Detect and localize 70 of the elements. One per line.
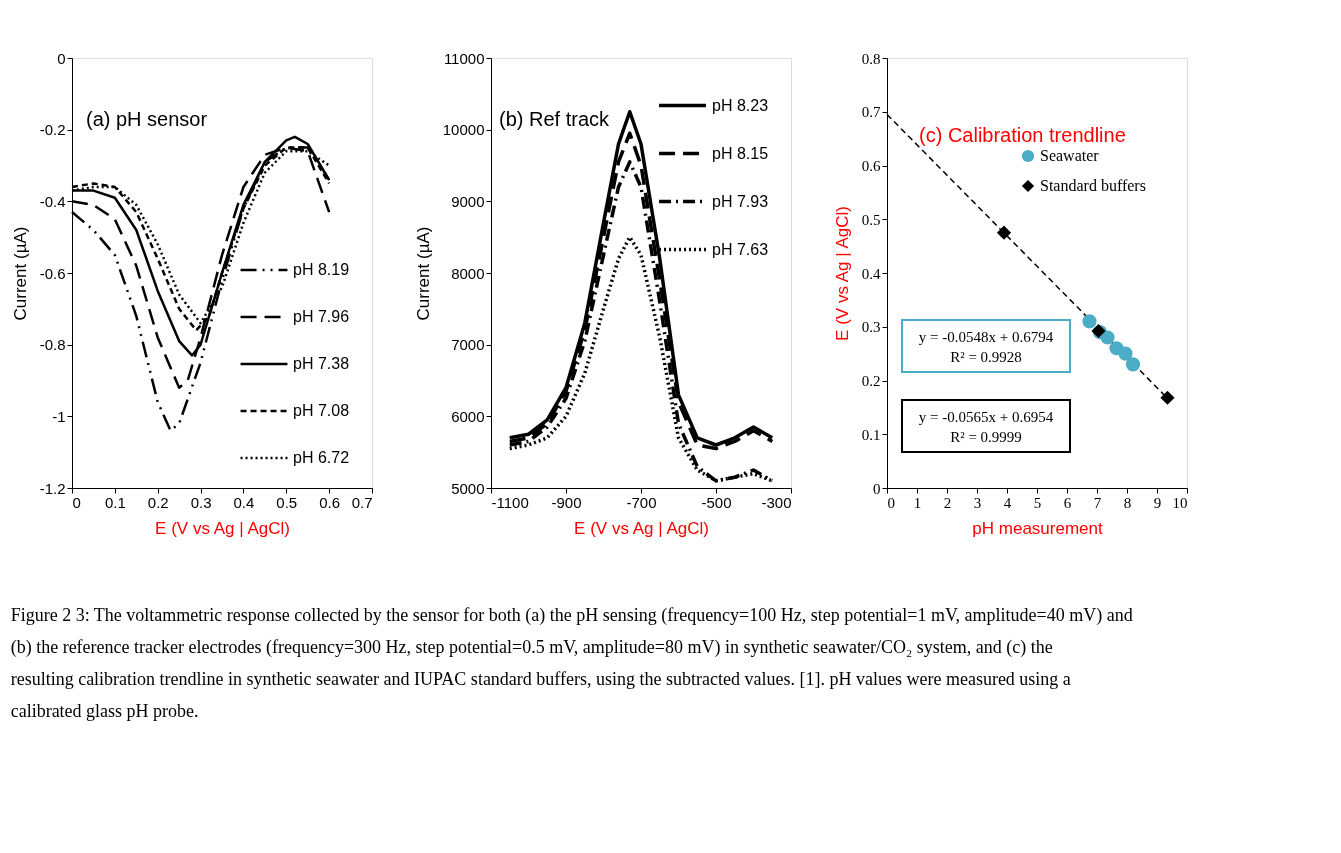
x-tick-label: -300 (761, 493, 792, 511)
x-tick-label: 0 (887, 494, 895, 511)
x-tick-label: 8 (1123, 494, 1132, 511)
caption: Figure 2 3: The voltammetric response collected by the sensor for both (a) the pH sensing (frequency=100 Hz, step potential=1 mV, amplitude=40 mV) and (b) the reference tracker electrodes (frequency=300 Hz, step potential=0.5 mV, amplitude=80 mV) in synthetic seawater/CO₂ system, and (c) the resulting calibration trendline in synthetic seawater and IUPAC standard buffers, using the subtracted values. [1]. pH values were measured using a calibrated glass pH probe. (10, 604, 1133, 721)
x-tick-label: 9 (1153, 494, 1162, 511)
x-tick-label: 7 (1093, 494, 1102, 511)
legend-label: pH 8.23 (712, 96, 769, 114)
y-tick-label: 0.3 (861, 319, 881, 336)
x-tick-label: 3 (973, 494, 982, 511)
legend-label: pH 7.93 (712, 192, 769, 210)
y-tick-label: 6000 (451, 407, 485, 425)
y-tick-label: -0.6 (39, 264, 66, 282)
x-tick-label: 0.6 (319, 493, 341, 511)
x-tick-label: 2 (943, 494, 952, 511)
y-tick-label: 7000 (451, 336, 485, 354)
legend-label: Seawater (1040, 147, 1100, 164)
y-tick-label: 5000 (451, 479, 485, 497)
y-tick-label: -0.8 (39, 336, 66, 354)
x-tick-label: -700 (626, 493, 657, 511)
y-tick-label: -1 (52, 407, 66, 425)
legend-label: pH 6.72 (293, 449, 350, 466)
legend-label: Standard buffers (1040, 177, 1146, 194)
x-tick-label: 0.5 (276, 493, 298, 511)
y-tick-label: 8000 (451, 264, 485, 282)
x-tick-label: 0.1 (104, 493, 126, 511)
y-tick-label: 0.2 (861, 373, 881, 389)
y-tick-label: 9000 (451, 192, 485, 210)
x-tick-label: 4 (1003, 494, 1012, 511)
legend-label: pH 7.63 (712, 240, 769, 258)
y-tick-label: -0.2 (39, 121, 66, 139)
x-tick-label: -500 (701, 493, 732, 511)
x-tick-label: 1 (913, 494, 922, 511)
x-tick-label: 6 (1063, 494, 1072, 511)
x-axis-title: E (V vs Ag | AgCl) (155, 518, 290, 538)
y-tick-label: -1.2 (39, 479, 66, 497)
x-tick-label: 0.3 (190, 493, 212, 511)
annotation: y = -0.0548x + 0.6794 R² = 0.9928 (918, 329, 1054, 365)
y-tick-label: 10000 (442, 121, 485, 139)
y-tick-label: 0.6 (861, 158, 881, 174)
legend-label: pH 8.19 (293, 261, 350, 278)
y-tick-label: 0.5 (861, 211, 881, 228)
legend-label: pH 7.08 (293, 402, 350, 419)
y-tick-label: 11000 (443, 49, 485, 67)
x-tick-label: 10 (1172, 494, 1188, 511)
legend-label: pH 7.38 (293, 355, 350, 372)
x-tick-label: -1100 (491, 493, 529, 511)
x-axis-title: pH measurement (972, 518, 1103, 538)
y-tick-label: -0.4 (39, 192, 66, 210)
annotation: y = -0.0565x + 0.6954 R² = 0.9999 (918, 409, 1054, 445)
legend-label: pH 7.96 (293, 308, 350, 325)
x-tick-label: 0.2 (147, 493, 169, 511)
text: (c) Calibration trendline (919, 124, 1126, 146)
legend-label: pH 8.15 (712, 144, 769, 162)
x-tick-label: 0 (72, 493, 81, 511)
x-tick-label: -900 (551, 493, 582, 511)
text: (b) Ref track (499, 108, 611, 130)
y-axis-title: Current (µA) (413, 226, 433, 321)
y-tick-label: 0 (57, 49, 66, 67)
text: (a) pH sensor (86, 108, 208, 130)
y-tick-label: 0.8 (861, 50, 881, 67)
x-tick-label: 0.4 (233, 493, 255, 511)
x-axis-title: E (V vs Ag | AgCl) (574, 518, 709, 538)
y-axis-title: Current (µA) (10, 226, 30, 321)
y-tick-label: 0 (873, 480, 881, 497)
y-axis-title: E (V vs Ag | AgCl) (832, 206, 852, 341)
x-tick-label: 5 (1033, 494, 1042, 511)
y-tick-label: 0.1 (861, 426, 881, 443)
y-tick-label: 0.7 (861, 104, 881, 121)
y-tick-label: 0.4 (861, 265, 881, 282)
x-tick-label: 0.7 (351, 493, 373, 511)
